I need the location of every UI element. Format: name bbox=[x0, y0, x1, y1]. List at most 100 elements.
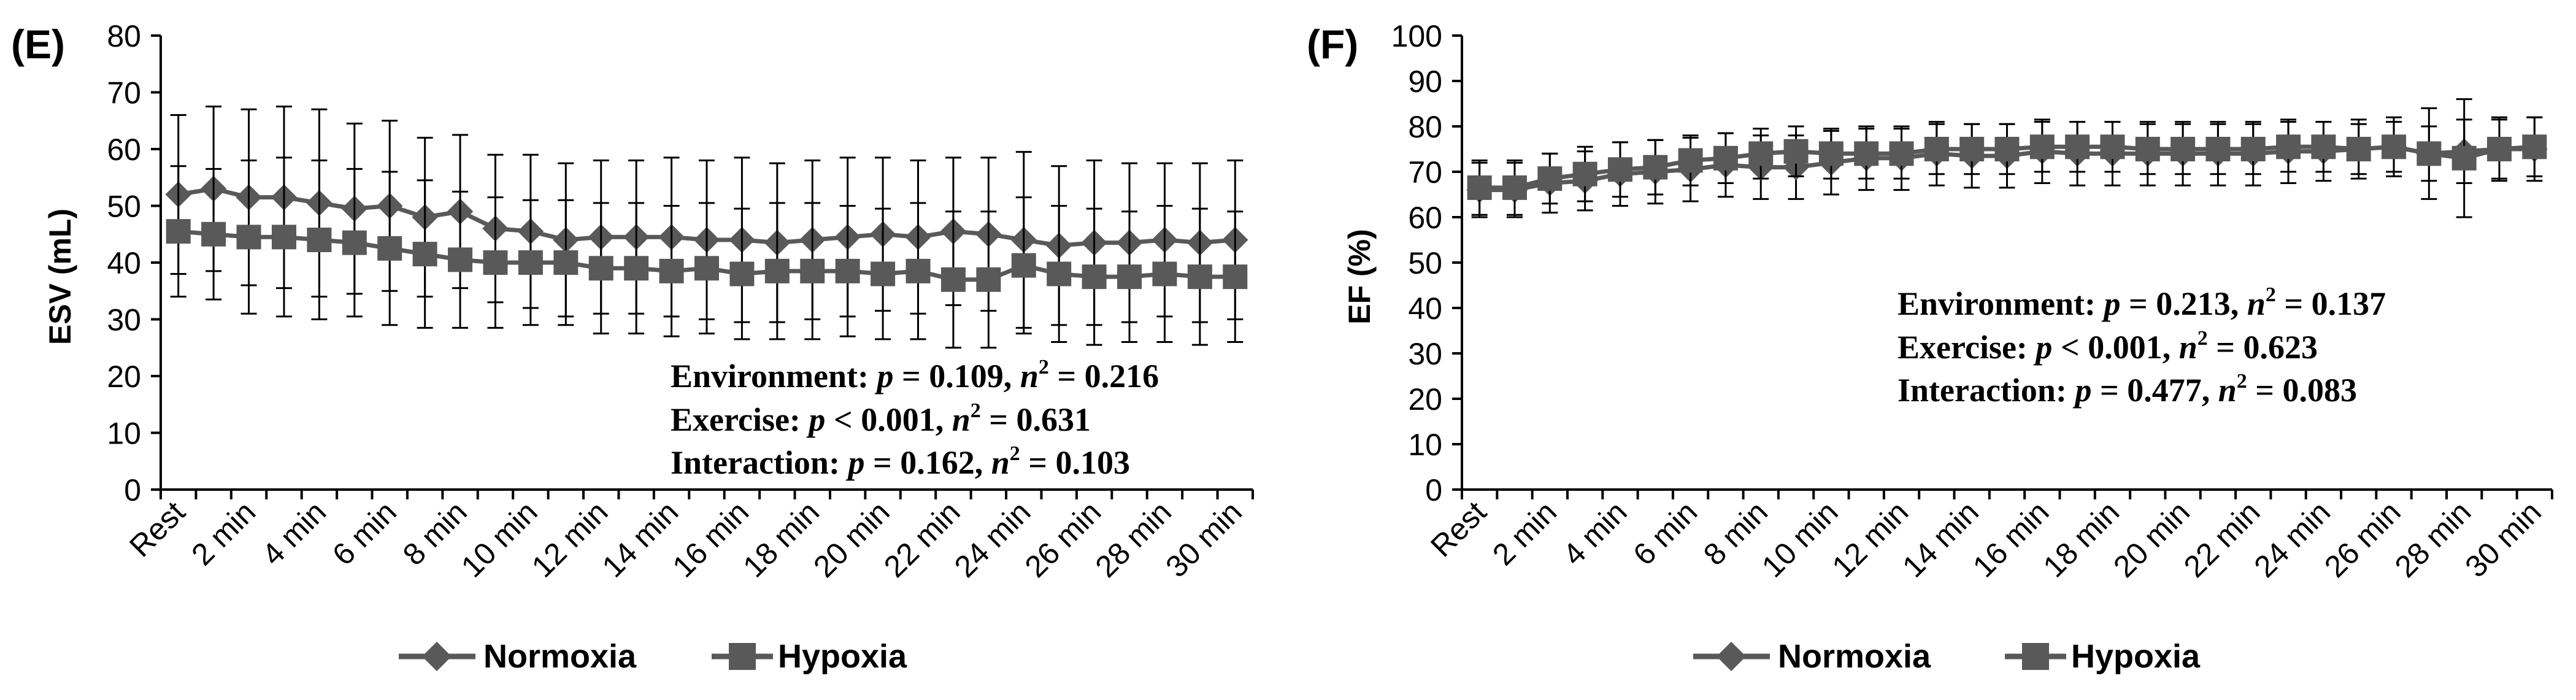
x-tick-label: 28 min bbox=[1089, 494, 1178, 584]
legend-normoxia-label: Normoxia bbox=[483, 638, 637, 675]
data-point bbox=[1082, 264, 1107, 290]
series-group bbox=[165, 106, 1248, 349]
y-tick-label: 0 bbox=[1425, 473, 1442, 507]
data-point bbox=[271, 225, 296, 250]
data-point bbox=[2170, 137, 2196, 161]
data-point bbox=[518, 250, 543, 275]
y-tick-label: 100 bbox=[1391, 19, 1442, 53]
stat-environment: Environment: p = 0.213, n2 = 0.137 bbox=[1897, 283, 2386, 322]
data-point bbox=[764, 258, 790, 283]
y-tick-label: 40 bbox=[107, 246, 141, 280]
data-point bbox=[1223, 264, 1248, 290]
data-point bbox=[1959, 137, 1985, 161]
x-tick-label: 20 min bbox=[2107, 494, 2196, 584]
y-axis-label: ESV (mL) bbox=[43, 209, 77, 345]
x-tick-label: 16 min bbox=[1966, 494, 2056, 584]
data-point bbox=[588, 256, 613, 281]
y-tick-label: 50 bbox=[1408, 246, 1442, 280]
data-point bbox=[800, 258, 825, 283]
stat-interaction: Interaction: p = 0.162, n2 = 0.103 bbox=[671, 442, 1130, 481]
x-tick-label: 24 min bbox=[2247, 494, 2337, 584]
data-point bbox=[1537, 166, 1563, 191]
data-point bbox=[1643, 155, 1668, 180]
panel-label: (E) bbox=[11, 21, 65, 67]
data-point bbox=[1748, 141, 1774, 166]
data-point bbox=[448, 247, 473, 272]
axes bbox=[160, 36, 1253, 491]
y-ticks: 0 10 20 30 40 50 60 70 80 bbox=[107, 19, 161, 507]
y-tick-label: 80 bbox=[1408, 110, 1442, 144]
series-group bbox=[1466, 98, 2548, 218]
x-tick-label: 18 min bbox=[736, 494, 826, 584]
data-point bbox=[377, 236, 402, 261]
legend-normoxia-marker bbox=[1716, 641, 1747, 672]
data-point bbox=[2382, 134, 2407, 160]
data-point bbox=[2029, 134, 2055, 160]
data-point bbox=[1607, 157, 1632, 182]
data-point bbox=[1818, 141, 1844, 166]
data-point bbox=[2276, 134, 2301, 160]
y-tick-label: 60 bbox=[107, 133, 141, 167]
x-tick-label: 26 min bbox=[1018, 494, 1108, 584]
data-point bbox=[2451, 145, 2477, 171]
data-point bbox=[1117, 264, 1142, 290]
y-tick-label: 30 bbox=[1408, 337, 1442, 371]
stats-annotation: Environment: p = 0.213, n2 = 0.137 Exerc… bbox=[1897, 283, 2386, 409]
legend: Normoxia Hypoxia bbox=[399, 638, 907, 675]
data-point bbox=[659, 258, 684, 283]
legend-normoxia-marker bbox=[421, 641, 452, 672]
x-tick-label: 28 min bbox=[2388, 494, 2478, 584]
data-point bbox=[483, 250, 508, 275]
stat-interaction: Interaction: p = 0.477, n2 = 0.083 bbox=[1897, 370, 2357, 409]
data-point bbox=[2240, 137, 2266, 161]
y-tick-label: 40 bbox=[1408, 291, 1442, 326]
stat-exercise: Exercise: p < 0.001, n2 = 0.623 bbox=[1897, 327, 2318, 366]
x-tick-label: 10 min bbox=[1755, 494, 1845, 584]
legend-hypoxia-marker bbox=[729, 643, 756, 670]
data-point bbox=[2135, 137, 2160, 161]
data-point bbox=[1889, 141, 1914, 166]
data-point bbox=[1854, 141, 1879, 166]
x-tick-label: 4 min bbox=[255, 494, 333, 572]
data-point bbox=[2311, 134, 2336, 160]
y-tick-label: 70 bbox=[1408, 155, 1442, 190]
x-tick-label: 12 min bbox=[1826, 494, 1915, 584]
data-point bbox=[1047, 261, 1072, 287]
stat-environment: Environment: p = 0.109, n2 = 0.216 bbox=[671, 356, 1159, 394]
axes bbox=[1461, 36, 2552, 491]
y-tick-label: 70 bbox=[107, 76, 141, 110]
x-tick-label: 18 min bbox=[2037, 494, 2126, 584]
data-point bbox=[1011, 253, 1036, 278]
series-hypoxia bbox=[166, 156, 1248, 349]
series-hypoxia bbox=[1467, 98, 2547, 218]
x-tick-label: 30 min bbox=[2458, 494, 2548, 584]
x-tick-label: 24 min bbox=[948, 494, 1037, 584]
data-point bbox=[940, 267, 966, 292]
data-point bbox=[236, 225, 261, 250]
x-tick-label: 2 min bbox=[1486, 494, 1563, 572]
x-tick-label: 14 min bbox=[596, 494, 685, 584]
x-tick-label: 12 min bbox=[525, 494, 615, 584]
y-tick-label: 20 bbox=[1408, 382, 1442, 417]
y-ticks: 0 10 20 30 40 50 60 70 80 90 100 bbox=[1391, 19, 1462, 507]
data-point bbox=[2487, 137, 2512, 161]
x-tick-label: 20 min bbox=[807, 494, 896, 584]
x-tick-label: 4 min bbox=[1556, 494, 1634, 572]
x-tick-label: 30 min bbox=[1159, 494, 1248, 584]
data-point bbox=[2100, 134, 2125, 160]
data-point bbox=[624, 256, 649, 281]
data-point bbox=[2065, 134, 2090, 160]
panel-label: (F) bbox=[1307, 21, 1358, 67]
panel-f: (F) EF (%) 0 10 20 30 40 50 60 70 80 90 100 Rest2 … bbox=[1307, 19, 2553, 675]
data-point bbox=[2522, 134, 2547, 160]
data-point bbox=[342, 230, 367, 255]
x-tick-label: 2 min bbox=[185, 494, 262, 572]
data-point bbox=[307, 228, 332, 252]
data-point bbox=[1467, 175, 1492, 200]
data-point bbox=[1187, 264, 1212, 290]
y-tick-label: 80 bbox=[107, 19, 141, 53]
